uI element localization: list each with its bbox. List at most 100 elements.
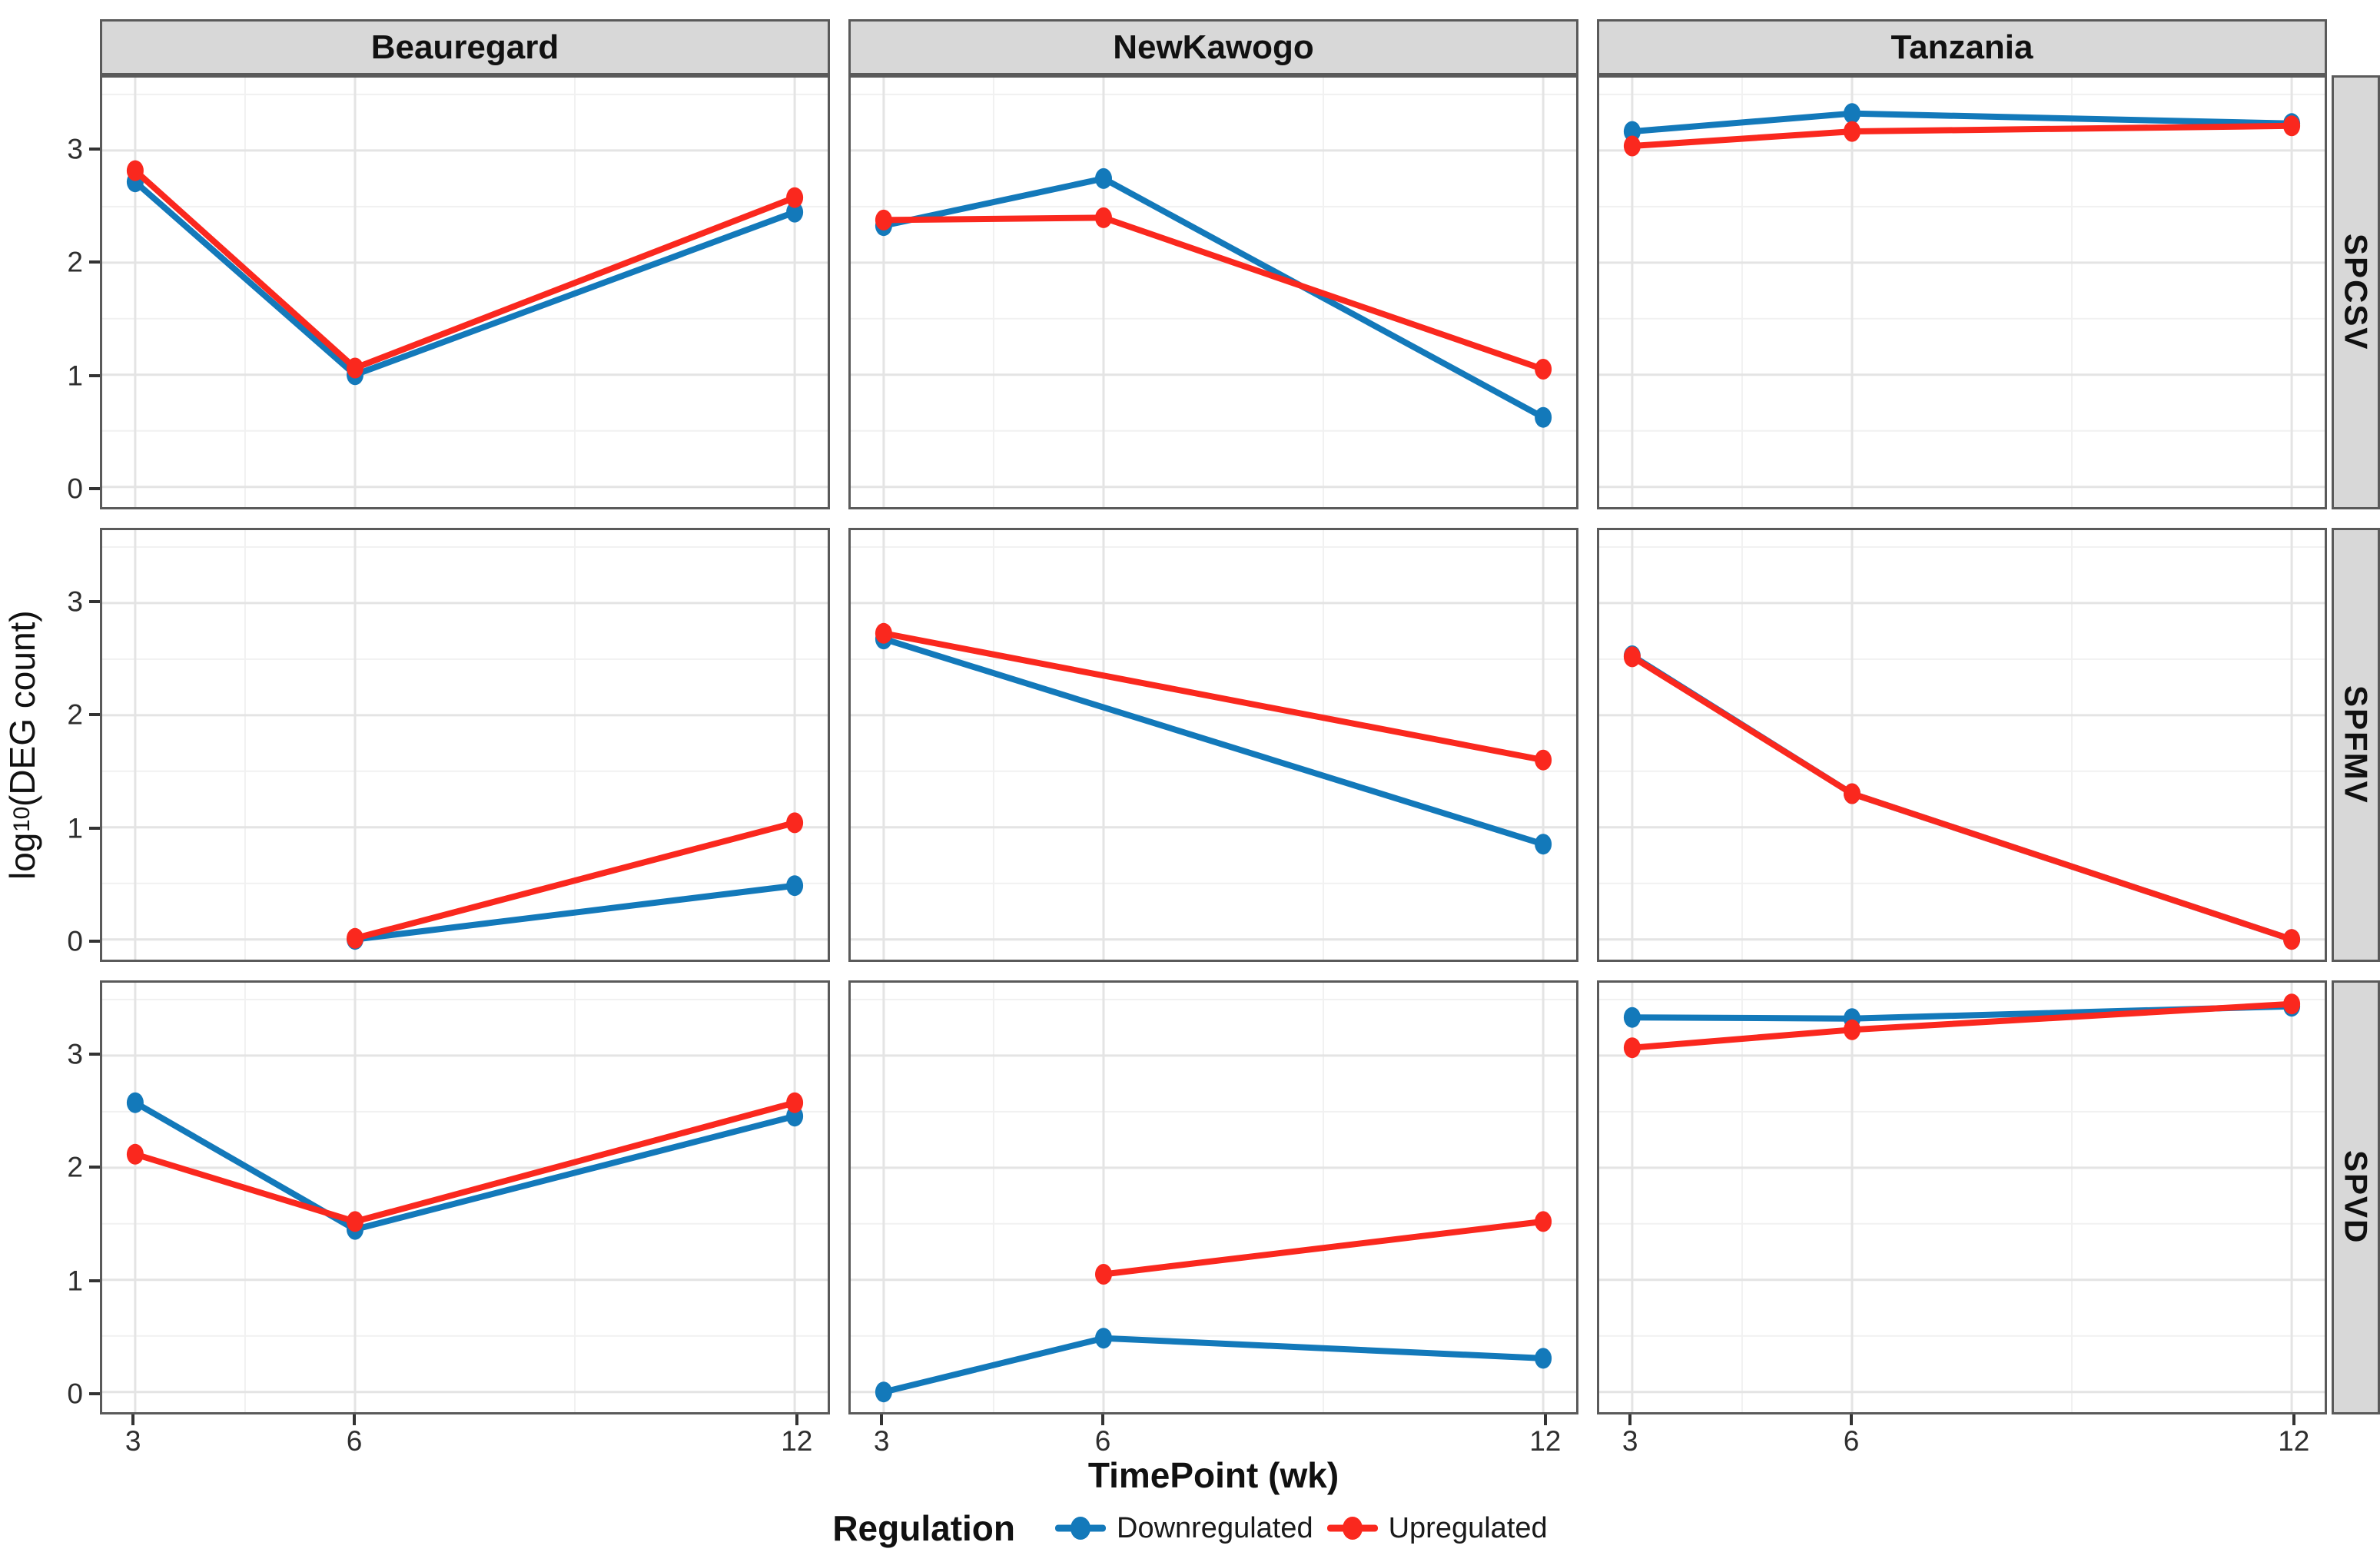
x-tick-label: 3 [873,1425,890,1457]
facet-strip-tanzania: Tanzania [1597,19,2327,75]
panel-canvas [1599,983,2325,1412]
y-axis-ticks-row2: 0 1 2 3 [45,528,100,962]
data-point-upregulated [1095,207,1112,228]
legend-title: Regulation [832,1508,1015,1548]
series-line-upregulated [880,630,1547,764]
legend-key-icon [1326,1511,1378,1545]
y-tick-label: 3 [67,1038,83,1070]
data-point-upregulated [1535,749,1552,771]
strip-corner-left [0,19,100,75]
x-tick-label: 12 [1529,1425,1562,1457]
panel-spfmv-tanzania [1597,528,2327,962]
x-axis-ticks-beauregard: 3 6 12 [100,1414,830,1455]
facet-strip-spcsv: SPCSV [2332,75,2380,509]
legend-item-upregulated: Upregulated [1326,1511,1548,1545]
panel-spvd-tanzania [1597,980,2327,1414]
x-tick-mark [2292,1414,2295,1425]
x-tick-label: 3 [1622,1425,1638,1457]
series-line-downregulated [880,175,1547,421]
data-point-upregulated [1095,1264,1112,1285]
facet-strip-label: NewKawogo [1113,28,1314,66]
x-axis-ticks-tanzania: 3 6 12 [1597,1414,2327,1455]
facet-strip-spfmv: SPFMV [2332,528,2380,962]
y-axis-title: log 10 (DEG count) [0,75,45,1414]
legend-key-dot [1342,1517,1363,1540]
data-point-upregulated [347,927,363,949]
facet-strip-spvd: SPVD [2332,980,2380,1414]
y-tick-label: 2 [67,1151,83,1183]
panel-canvas [851,78,1576,507]
data-point-downregulated [786,875,804,897]
panel-spfmv-beauregard [100,528,830,962]
data-point-upregulated [2283,115,2301,137]
facet-strip-newkawogo: NewKawogo [848,19,1578,75]
data-point-downregulated [1535,834,1552,855]
panel-canvas [102,78,828,507]
x-tick-mark [353,1414,357,1425]
x-axis-ticks-newkawogo: 3 6 12 [848,1414,1578,1455]
panel-canvas [851,530,1576,960]
y-tick-mark [89,147,100,151]
data-point-upregulated [786,1092,804,1113]
panel-gap [1578,75,1597,509]
facet-strip-label: SPVD [2338,1150,2375,1245]
panel-canvas [102,983,828,1412]
series-line-upregulated [1628,122,2295,149]
y-axis-title-text: log [2,832,42,880]
x-axis-title: TimePoint (wk) [100,1450,2327,1495]
data-point-upregulated [1623,135,1641,157]
y-tick-mark [89,826,100,830]
y-tick-label: 0 [67,1378,83,1410]
y-tick-label: 2 [67,698,83,731]
data-point-upregulated [1623,646,1641,668]
panel-spvd-newkawogo [848,980,1578,1414]
panel-canvas [851,983,1576,1412]
x-tick-label: 12 [781,1425,813,1457]
y-tick-mark [89,599,100,603]
y-tick-mark [89,1052,100,1056]
y-tick-label: 0 [67,473,83,505]
x-axis-title-text: TimePoint (wk) [1087,1455,1339,1495]
data-point-downregulated [1095,167,1112,189]
series-line-downregulated [131,1099,798,1233]
data-point-downregulated [1095,1328,1112,1349]
data-point-downregulated [1535,1348,1552,1369]
y-axis-title-subscript: 10 [9,806,35,833]
data-point-upregulated [1535,359,1552,380]
series-line-upregulated [1628,1000,2295,1051]
data-point-upregulated [875,209,892,230]
y-tick-label: 2 [67,246,83,278]
panel-spvd-beauregard [100,980,830,1414]
top-margin [0,0,2380,19]
panel-canvas [1599,78,2325,507]
series-line-downregulated [880,1335,1547,1395]
legend-items: Downregulated Upregulated [1041,1511,1548,1545]
data-point-upregulated [347,1211,363,1232]
legend-key-icon [1055,1511,1106,1545]
x-tick-mark [1850,1414,1854,1425]
y-tick-label: 3 [67,133,83,165]
y-tick-mark [89,487,100,491]
y-tick-mark [89,260,100,264]
data-point-downregulated [1623,1007,1641,1028]
legend-item-label: Upregulated [1388,1511,1548,1544]
y-tick-mark [89,1166,100,1169]
y-tick-mark [89,940,100,944]
legend-item-downregulated: Downregulated [1055,1511,1313,1545]
data-point-downregulated [786,201,804,223]
x-tick-label: 6 [346,1425,363,1457]
series-line-downregulated [880,635,1547,847]
y-tick-label: 1 [67,1265,83,1297]
facet-strip-label: SPCSV [2338,234,2375,351]
x-tick-label: 3 [124,1425,141,1457]
y-tick-mark [89,1392,100,1396]
x-tick-mark [795,1414,798,1425]
series-line-upregulated [1100,1218,1547,1278]
series-line-downregulated [1628,652,2295,943]
data-point-upregulated [1623,1037,1641,1059]
y-axis-ticks-row3: 0 1 2 3 [45,980,100,1414]
strip-gap [830,19,848,75]
data-point-upregulated [1535,1211,1552,1232]
data-point-downregulated [875,1381,892,1403]
